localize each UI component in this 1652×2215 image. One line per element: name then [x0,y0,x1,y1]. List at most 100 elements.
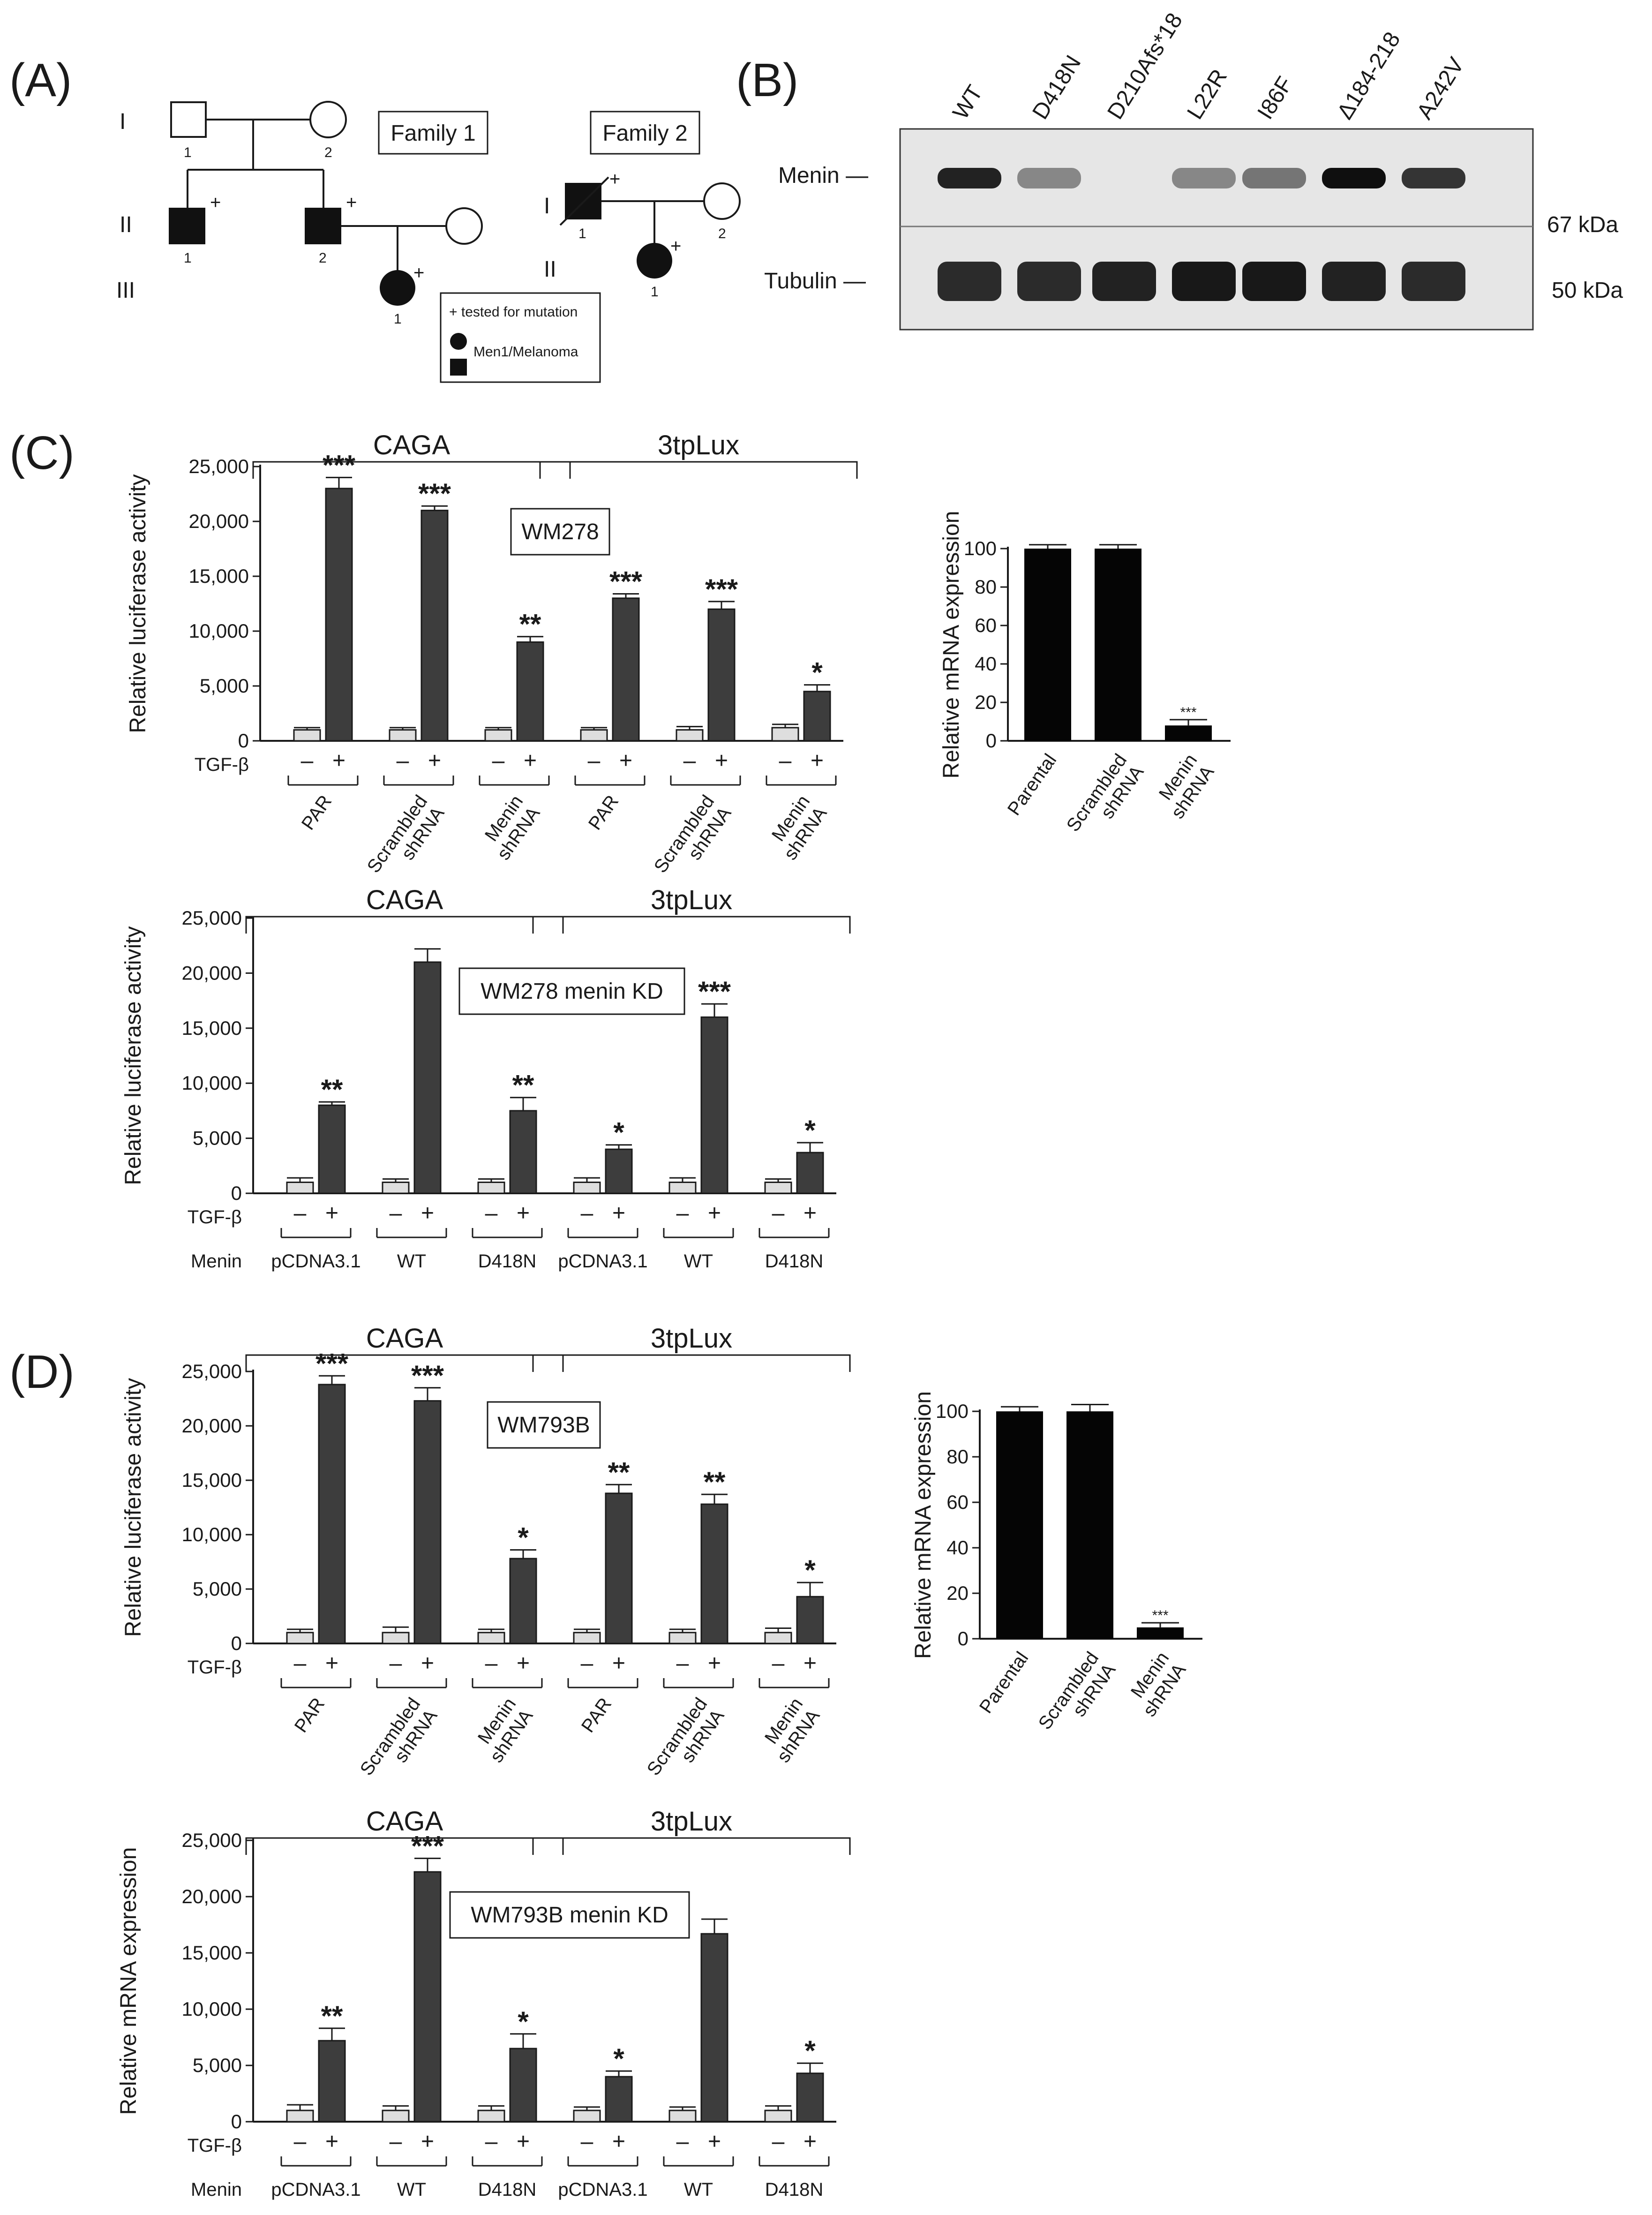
treatment-sign: – [485,1651,498,1676]
pedigree-legend [440,292,601,383]
subgroup-label: MeninshRNA [756,1694,824,1767]
significance-label: ** [512,1070,534,1101]
x-tick-label: MeninshRNA [1122,1648,1190,1721]
subgroup-label: ScrambledshRNA [650,791,736,889]
y-tick-label: 60 [975,614,997,636]
treated-bar [803,691,831,742]
x-tick-label: ScrambledshRNA [1035,1648,1120,1745]
cell-line-box: WM278 [510,508,610,556]
luciferase-chart: 0 5,000 10,000 15,000 20,000 25,000 Relative l… [121,885,851,1272]
treatment-sign: + [811,748,824,773]
treatment-sign: + [612,1201,625,1226]
pair-bracket [758,2156,830,2167]
x-tick-label: Parental [976,1648,1032,1717]
untreated-bar [286,1632,314,1644]
cell-line-label: WM793B [497,1413,590,1438]
untreated-bar [382,1632,410,1644]
treatment-sign: – [492,748,505,773]
y-tick-label: 10,000 [182,1998,242,2020]
generation-label: II [544,257,556,282]
treated-bar [318,2040,346,2123]
y-tick-label: 10,000 [189,620,249,642]
cell-line-box: WM793B [487,1401,601,1449]
untreated-bar [676,729,704,742]
untreated-bar [286,1182,314,1194]
group-label: 3tpLux [658,430,739,460]
significance-label: ** [608,1456,630,1488]
treatment-sign: – [397,748,409,773]
pair-bracket [287,776,359,786]
treatment-sign: + [708,1651,721,1676]
pair-bracket [479,776,550,786]
y-tick-label: 25,000 [182,1360,242,1382]
subgroup-label: pCDNA3.1 [271,1251,360,1272]
treatment-label: TGF-β [188,1207,242,1228]
subgroup-label: pCDNA3.1 [558,1251,647,1272]
treated-bar [605,1492,633,1644]
treatment-sign: + [524,748,537,773]
cell-line-label: WM278 [521,520,599,544]
subgroup-label: WT [684,1251,713,1272]
expression-bar [996,1411,1043,1639]
y-tick-label: 15,000 [189,565,249,587]
group-label: CAGA [366,1323,443,1354]
treatment-sign: – [683,748,696,773]
untreated-bar [668,1182,697,1194]
expression-bar [1024,549,1071,741]
treated-bar [796,2072,824,2123]
legend-square-symbol [450,359,467,376]
subgroup-label: WT [397,2179,426,2200]
individual-number: 1 [394,311,402,327]
y-tick-label: 0 [231,1182,242,1204]
pair-bracket [472,2156,543,2167]
blot-size-label: 50 kDa [1552,278,1623,303]
y-tick-label: 25,000 [189,455,249,477]
treatment-sign: – [485,1201,498,1226]
treated-bar [605,2076,633,2123]
group-bracket [245,1837,564,1855]
treatment-sign: – [676,2129,689,2154]
individual-number: 2 [718,226,726,241]
treatment-sign: + [803,1651,817,1676]
treatment-sign: – [294,1651,307,1676]
treatment-sign: + [325,1201,338,1226]
subgroup-label: PAR [578,1694,616,1736]
treatment-sign: + [708,2129,721,2154]
treatment-sign: + [325,1651,338,1676]
treated-bar [700,1933,728,2123]
group-bracket [245,1354,564,1372]
pair-bracket [472,1678,543,1688]
y-tick-label: 20 [946,1582,969,1604]
subgroup-label: D418N [478,2179,537,2200]
y-axis-label: Relative mRNA expression [116,1847,141,2115]
significance-label: * [811,657,823,688]
treated-bar [605,1148,633,1194]
subgroup-label: D418N [765,1251,824,1272]
pair-bracket [376,1678,447,1688]
y-axis-label: Relative mRNA expression [939,511,964,779]
lane-label: WT [948,81,987,123]
group-label: 3tpLux [651,1323,732,1354]
treated-bar [612,597,640,742]
individual-number: 2 [324,145,332,160]
subgroup-label: ScrambledshRNA [363,791,449,889]
treatment-sign: – [294,2129,307,2154]
family-2-label: Family 2 [602,121,687,146]
subgroup-label: PAR [298,791,336,834]
pair-bracket [280,1678,352,1688]
individual-number: 1 [184,250,192,266]
y-tick-label: 15,000 [182,1469,242,1491]
pair-bracket [663,1228,734,1238]
unaffected-female-symbol [309,101,347,138]
significance-label: *** [698,976,731,1007]
treatment-label: TGF-β [195,754,249,775]
treated-bar [796,1596,824,1644]
untreated-bar [477,1632,505,1644]
treatment-sign: + [421,1651,434,1676]
treatment-sign: + [612,1651,625,1676]
untreated-bar [573,2110,601,2123]
subgroup-label: ScrambledshRNA [356,1694,442,1791]
significance-label: *** [1152,1608,1168,1623]
significance-label: *** [609,565,643,597]
